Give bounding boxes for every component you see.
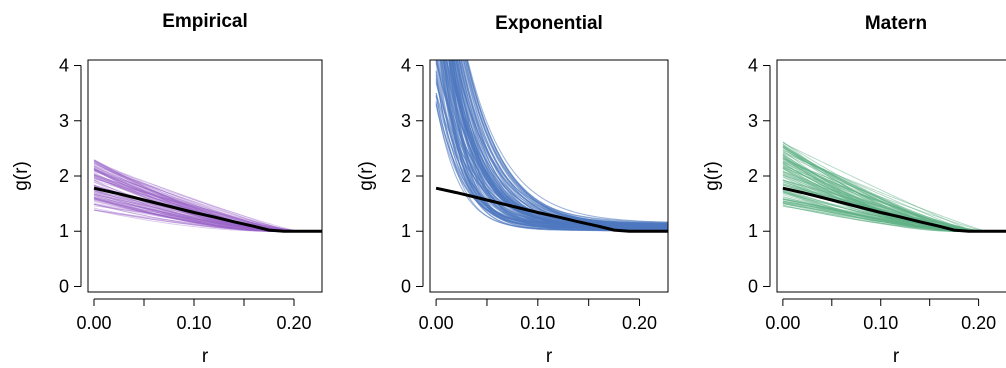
envelope-curve bbox=[443, 60, 668, 229]
envelope-curve bbox=[93, 194, 322, 232]
envelope-curve bbox=[93, 178, 322, 232]
plot-frame bbox=[87, 59, 323, 293]
envelope-curve bbox=[93, 163, 322, 232]
y-axis-label: g(r) bbox=[356, 161, 377, 191]
envelope-curve bbox=[435, 62, 668, 225]
x-axis-label: r bbox=[202, 346, 209, 367]
y-tick-label: 0 bbox=[59, 276, 69, 296]
envelope-curve bbox=[93, 165, 322, 232]
envelope-curve bbox=[93, 179, 322, 232]
y-tick-label: 4 bbox=[748, 56, 758, 76]
y-tick-label: 3 bbox=[401, 111, 411, 131]
y-tick-label: 1 bbox=[59, 221, 69, 241]
x-tick-label: 0.00 bbox=[419, 313, 454, 333]
observed-curve bbox=[93, 186, 322, 233]
x-axis: 0.00 0.10 0.20 bbox=[419, 298, 657, 333]
plot-frame bbox=[429, 59, 669, 293]
x-tick-label: 0.00 bbox=[765, 313, 800, 333]
x-tick-label: 0.20 bbox=[622, 313, 657, 333]
y-tick-label: 3 bbox=[59, 111, 69, 131]
panel-matern: Matern 0.00 0.10 0.20 0 1 2 3 4 r g(r) bbox=[702, 13, 1006, 367]
envelope-curve bbox=[447, 60, 668, 228]
envelope-curve bbox=[93, 178, 322, 232]
y-tick-label: 0 bbox=[401, 276, 411, 296]
x-tick-label: 0.10 bbox=[520, 313, 555, 333]
envelope-curve bbox=[459, 60, 668, 231]
envelope-curve bbox=[93, 166, 322, 232]
y-axis: 0 1 2 3 4 bbox=[401, 56, 424, 296]
y-tick-label: 1 bbox=[401, 221, 411, 241]
envelope-curve bbox=[93, 169, 322, 232]
x-tick-label: 0.10 bbox=[176, 313, 211, 333]
panel-empirical: Empirical 0.00 0.10 0.20 0 1 2 3 4 r g(r) bbox=[11, 11, 323, 367]
y-tick-label: 2 bbox=[59, 166, 69, 186]
y-axis: 0 1 2 3 4 bbox=[59, 56, 82, 296]
y-axis-label: g(r) bbox=[702, 161, 723, 191]
envelope-curves bbox=[435, 60, 668, 232]
panel-title: Exponential bbox=[495, 13, 603, 34]
envelope-curve bbox=[467, 60, 668, 223]
y-tick-label: 2 bbox=[401, 166, 411, 186]
envelope-curve bbox=[93, 175, 322, 232]
x-axis: 0.00 0.10 0.20 bbox=[765, 298, 996, 333]
panel-exponential: Exponential 0.00 0.10 0.20 0 1 2 3 4 r g(r) bbox=[356, 13, 669, 367]
y-axis: 0 1 2 3 4 bbox=[748, 56, 771, 296]
y-tick-label: 1 bbox=[748, 221, 758, 241]
envelope-curve bbox=[93, 205, 322, 232]
envelope-curve bbox=[782, 145, 1006, 232]
plot-frame bbox=[776, 59, 1006, 293]
x-tick-label: 0.20 bbox=[961, 313, 996, 333]
y-tick-label: 4 bbox=[401, 56, 411, 76]
x-tick-label: 0.20 bbox=[276, 313, 311, 333]
y-tick-label: 3 bbox=[748, 111, 758, 131]
x-axis-label: r bbox=[893, 346, 900, 367]
panel-title: Matern bbox=[865, 13, 927, 34]
y-axis-label: g(r) bbox=[11, 161, 32, 191]
envelope-curves bbox=[782, 141, 1006, 232]
x-axis: 0.00 0.10 0.20 bbox=[76, 298, 312, 333]
x-tick-label: 0.00 bbox=[76, 313, 111, 333]
x-axis-label: r bbox=[546, 346, 553, 367]
y-tick-label: 4 bbox=[59, 56, 69, 76]
envelope-curve bbox=[782, 141, 1006, 232]
y-tick-label: 0 bbox=[748, 276, 758, 296]
observed-curve bbox=[782, 186, 1006, 233]
x-tick-label: 0.10 bbox=[863, 313, 898, 333]
panel-title: Empirical bbox=[162, 11, 248, 32]
observed-curve bbox=[435, 186, 668, 233]
envelope-curve bbox=[462, 60, 668, 224]
y-tick-label: 2 bbox=[748, 166, 758, 186]
